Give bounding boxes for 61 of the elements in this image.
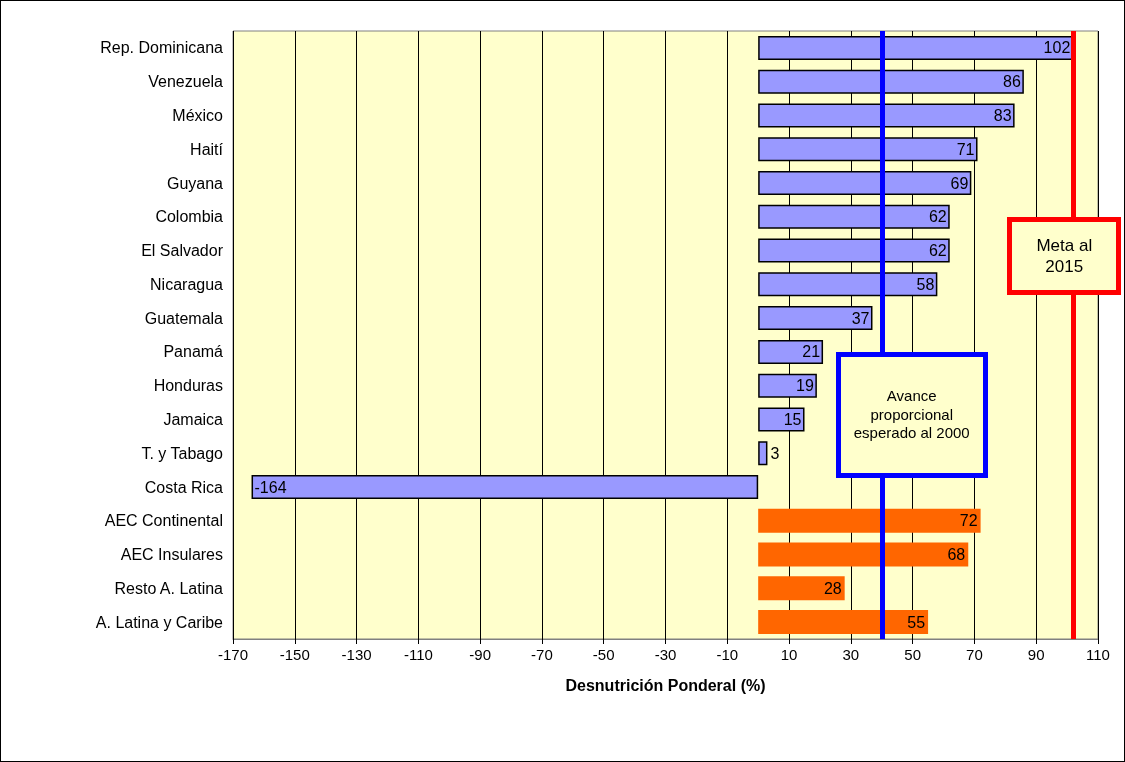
bar (758, 610, 929, 635)
x-tick-label: 70 (966, 646, 983, 663)
y-tick-label: Nicaragua (150, 275, 224, 293)
data-label: 83 (993, 106, 1012, 124)
data-label: 72 (959, 512, 978, 530)
y-tick-label: Jamaica (163, 410, 224, 428)
y-tick-label: A. Latina y Caribe (95, 613, 224, 631)
x-tick-label: -130 (341, 646, 372, 663)
ref-line-label: Avance proporcional esperado al 2000 (852, 386, 971, 443)
y-tick-label: Guyana (166, 174, 224, 192)
data-label: 86 (1003, 73, 1021, 91)
label-box: Avance proporcional esperado al 2000 (835, 351, 988, 478)
data-label: 28 (823, 579, 842, 597)
data-label: 71 (956, 140, 975, 158)
x-tick-label: -110 (403, 646, 433, 663)
y-tick-label: México (172, 106, 224, 124)
data-label: 102 (1043, 39, 1071, 57)
x-tick-label: -90 (469, 646, 491, 663)
x-tick-label: 110 (1086, 646, 1110, 663)
x-tick-label: -70 (531, 646, 553, 663)
y-tick-label: Haití (190, 140, 224, 158)
x-tick-label: 30 (842, 646, 860, 663)
bar (758, 508, 981, 533)
x-tick-label: 10 (780, 646, 798, 663)
data-label: 19 (796, 377, 814, 395)
data-label: -164 (254, 478, 287, 496)
data-label: 68 (947, 546, 966, 564)
y-tick-label: AEC Continental (104, 512, 223, 530)
y-tick-label: T. y Tabago (141, 444, 224, 462)
data-label: 62 (928, 242, 947, 260)
data-label: 58 (916, 275, 935, 293)
label-box: Meta al 2015 (1007, 216, 1122, 295)
x-tick-label: -50 (592, 646, 615, 663)
x-tick-label: -10 (716, 646, 739, 663)
y-tick-label: Venezuela (148, 73, 224, 91)
y-tick-label: AEC Insulares (120, 546, 223, 564)
x-tick-label: -30 (654, 646, 677, 663)
y-tick-label: Rep. Dominicana (100, 39, 224, 57)
y-tick-label: Resto A. Latina (114, 579, 224, 597)
data-label: 55 (907, 613, 926, 631)
data-label: 15 (783, 410, 802, 428)
bar (758, 576, 845, 601)
x-tick-label: 90 (1027, 646, 1045, 663)
y-tick-label: Colombia (155, 208, 224, 226)
ref-line-label: Meta al 2015 (1035, 234, 1094, 278)
data-label: 62 (928, 208, 947, 226)
y-tick-label: Guatemala (144, 309, 224, 327)
data-label: 21 (802, 343, 821, 361)
data-label: 3 (770, 444, 780, 462)
bar (758, 441, 768, 466)
y-tick-label: Panamá (163, 343, 224, 361)
data-label: 69 (950, 174, 969, 192)
y-tick-label: Honduras (153, 377, 223, 395)
data-label: 37 (851, 309, 870, 327)
y-tick-label: El Salvador (141, 242, 224, 260)
x-axis-title: Desnutrición Ponderal (%) (565, 676, 766, 694)
x-tick-label: -150 (279, 646, 310, 663)
x-tick-label: 50 (904, 646, 921, 663)
x-tick-label: -170 (217, 646, 249, 663)
bar (758, 542, 969, 567)
y-tick-label: Costa Rica (144, 478, 224, 496)
